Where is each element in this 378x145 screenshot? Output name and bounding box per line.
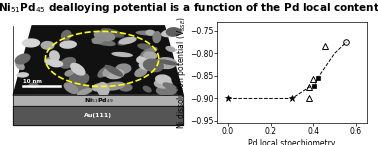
Ellipse shape [119,83,133,92]
Ellipse shape [64,69,76,77]
Ellipse shape [77,88,93,96]
Ellipse shape [137,43,153,50]
Ellipse shape [44,57,59,65]
Ellipse shape [143,51,157,60]
Ellipse shape [92,83,105,92]
Ellipse shape [155,57,177,69]
Ellipse shape [152,31,161,43]
Ellipse shape [97,66,110,78]
Ellipse shape [15,61,25,70]
Ellipse shape [102,81,125,91]
Ellipse shape [64,82,79,94]
Ellipse shape [70,63,85,76]
Ellipse shape [105,68,125,79]
Ellipse shape [68,72,90,86]
Ellipse shape [59,40,77,49]
Ellipse shape [96,82,110,97]
Ellipse shape [143,59,164,72]
Text: Ni$_{51}$Pd$_{49}$: Ni$_{51}$Pd$_{49}$ [84,96,113,105]
Ellipse shape [115,63,132,74]
Text: 10 nm: 10 nm [23,79,42,84]
Ellipse shape [101,28,124,38]
X-axis label: Pd local stoechiometry: Pd local stoechiometry [248,139,336,145]
Ellipse shape [134,67,147,77]
Polygon shape [13,106,183,125]
Ellipse shape [119,37,137,45]
Ellipse shape [157,59,178,66]
Ellipse shape [136,30,156,35]
Ellipse shape [16,72,29,78]
Ellipse shape [140,47,158,57]
Ellipse shape [112,52,133,57]
Ellipse shape [102,66,112,77]
Ellipse shape [143,86,152,93]
Ellipse shape [22,38,40,48]
Ellipse shape [161,28,183,37]
Y-axis label: Ni dissolution potential (V$_{SSE}$): Ni dissolution potential (V$_{SSE}$) [175,16,188,129]
Ellipse shape [94,30,115,41]
Ellipse shape [49,50,60,61]
Ellipse shape [60,57,76,69]
Ellipse shape [45,59,55,65]
Text: Ni$_{51}$Pd$_{45}$ dealloying potential is a function of the Pd local content: Ni$_{51}$Pd$_{45}$ dealloying potential … [0,1,378,16]
Ellipse shape [61,30,72,41]
Ellipse shape [154,78,173,89]
Ellipse shape [91,38,116,46]
Text: Au(111): Au(111) [84,113,112,118]
Ellipse shape [69,84,90,92]
Ellipse shape [146,30,155,36]
Ellipse shape [40,41,54,50]
Ellipse shape [155,74,172,85]
Polygon shape [13,95,183,106]
Ellipse shape [28,82,39,88]
Ellipse shape [166,27,181,37]
Ellipse shape [136,54,155,64]
Ellipse shape [48,60,63,67]
Ellipse shape [166,46,176,52]
Ellipse shape [92,35,106,44]
Ellipse shape [104,65,123,77]
Ellipse shape [118,37,132,46]
Ellipse shape [15,53,31,65]
Ellipse shape [156,85,178,96]
Ellipse shape [139,60,157,70]
Polygon shape [13,26,183,95]
Ellipse shape [163,82,177,90]
